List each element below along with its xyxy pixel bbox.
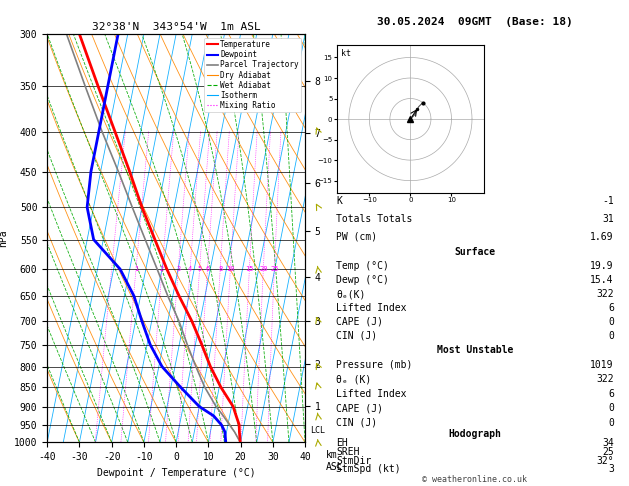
Text: -1: -1 — [602, 196, 614, 206]
Text: 34: 34 — [602, 438, 614, 448]
Title: 32°38'N  343°54'W  1m ASL: 32°38'N 343°54'W 1m ASL — [92, 22, 260, 32]
Text: Temp (°C): Temp (°C) — [336, 261, 389, 271]
Text: 8: 8 — [218, 266, 223, 272]
Text: 0: 0 — [608, 317, 614, 327]
Text: 25: 25 — [602, 447, 614, 457]
X-axis label: Dewpoint / Temperature (°C): Dewpoint / Temperature (°C) — [97, 468, 255, 478]
Text: K: K — [336, 196, 342, 206]
Text: 6: 6 — [608, 303, 614, 313]
Text: Lifted Index: Lifted Index — [336, 389, 406, 399]
Text: 0: 0 — [608, 330, 614, 341]
Text: 15: 15 — [245, 266, 253, 272]
Text: km
ASL: km ASL — [326, 451, 343, 472]
Text: Lifted Index: Lifted Index — [336, 303, 406, 313]
Text: CIN (J): CIN (J) — [336, 418, 377, 428]
Text: SREH: SREH — [336, 447, 360, 457]
Text: CAPE (J): CAPE (J) — [336, 317, 383, 327]
Text: θₑ (K): θₑ (K) — [336, 374, 371, 384]
Text: 0: 0 — [608, 418, 614, 428]
Text: 0: 0 — [608, 403, 614, 413]
Legend: Temperature, Dewpoint, Parcel Trajectory, Dry Adiabat, Wet Adiabat, Isotherm, Mi: Temperature, Dewpoint, Parcel Trajectory… — [204, 38, 301, 112]
Text: 6: 6 — [205, 266, 209, 272]
Text: Most Unstable: Most Unstable — [437, 345, 513, 355]
Text: 4: 4 — [188, 266, 192, 272]
Text: PW (cm): PW (cm) — [336, 231, 377, 242]
Text: 6: 6 — [608, 389, 614, 399]
Text: 1.69: 1.69 — [590, 231, 614, 242]
Text: StmSpd (kt): StmSpd (kt) — [336, 465, 401, 474]
Text: 31: 31 — [602, 214, 614, 224]
Text: StmDir: StmDir — [336, 456, 371, 466]
Text: EH: EH — [336, 438, 348, 448]
Text: LCL: LCL — [310, 426, 325, 434]
Text: θₑ(K): θₑ(K) — [336, 289, 365, 299]
Text: CIN (J): CIN (J) — [336, 330, 377, 341]
Text: 15.4: 15.4 — [590, 275, 614, 285]
Y-axis label: hPa: hPa — [0, 229, 8, 247]
Text: 1: 1 — [134, 266, 138, 272]
Text: Pressure (mb): Pressure (mb) — [336, 360, 413, 369]
Text: 19.9: 19.9 — [590, 261, 614, 271]
Text: 3: 3 — [608, 465, 614, 474]
Text: 1019: 1019 — [590, 360, 614, 369]
Text: 32°: 32° — [596, 456, 614, 466]
Text: kt: kt — [341, 49, 350, 58]
Text: Surface: Surface — [454, 247, 496, 258]
Text: 2: 2 — [160, 266, 164, 272]
Text: 20: 20 — [259, 266, 267, 272]
Text: 322: 322 — [596, 374, 614, 384]
Text: © weatheronline.co.uk: © weatheronline.co.uk — [423, 475, 527, 485]
Text: Hodograph: Hodograph — [448, 430, 501, 439]
Text: 25: 25 — [270, 266, 279, 272]
Text: 5: 5 — [198, 266, 202, 272]
Text: 10: 10 — [226, 266, 235, 272]
Text: 30.05.2024  09GMT  (Base: 18): 30.05.2024 09GMT (Base: 18) — [377, 17, 573, 27]
Text: Totals Totals: Totals Totals — [336, 214, 413, 224]
Text: 322: 322 — [596, 289, 614, 299]
Text: Dewp (°C): Dewp (°C) — [336, 275, 389, 285]
Text: CAPE (J): CAPE (J) — [336, 403, 383, 413]
Text: 3: 3 — [176, 266, 181, 272]
